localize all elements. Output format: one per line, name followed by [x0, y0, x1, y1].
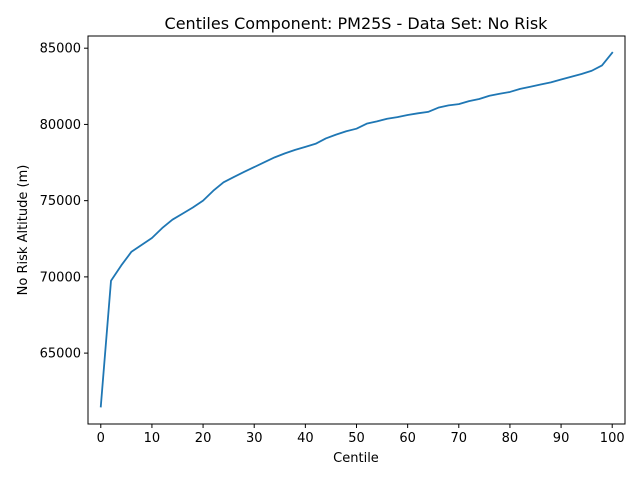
- x-tick-label: 100: [600, 431, 625, 446]
- y-axis-title: No Risk Altitude (m): [16, 165, 31, 296]
- plot-background: [88, 36, 625, 424]
- chart-title: Centiles Component: PM25S - Data Set: No…: [165, 14, 549, 33]
- series-line: [99, 51, 614, 408]
- x-axis-title: Centile: [333, 451, 379, 466]
- series-layer: [99, 51, 614, 408]
- x-tick-label: 20: [195, 431, 212, 446]
- x-axis: 0 10 20 30 40 50 60 70 80 90 100: [97, 424, 625, 446]
- x-tick-label: 10: [144, 431, 161, 446]
- x-tick-label: 50: [348, 431, 365, 446]
- x-tick-label: 90: [553, 431, 570, 446]
- x-tick-label: 30: [246, 431, 263, 446]
- x-tick-label: 60: [399, 431, 416, 446]
- y-tick-label: 65000: [40, 347, 81, 362]
- y-axis: 65000 70000 75000 80000 85000: [40, 42, 88, 362]
- plot-area: [87, 35, 626, 425]
- x-tick-label: 40: [297, 431, 314, 446]
- y-tick-label: 80000: [40, 118, 81, 133]
- y-tick-label: 70000: [40, 270, 81, 285]
- x-tick-label: 70: [451, 431, 468, 446]
- y-tick-label: 75000: [40, 194, 81, 209]
- x-tick-label: 0: [97, 431, 105, 446]
- x-tick-label: 80: [502, 431, 519, 446]
- y-tick-label: 85000: [40, 42, 81, 57]
